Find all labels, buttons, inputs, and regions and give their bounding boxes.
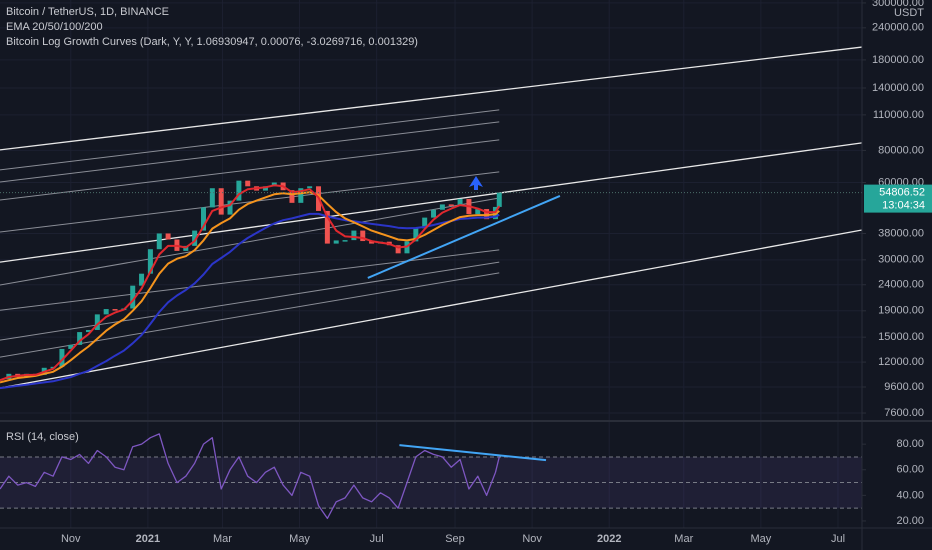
trend-line (0, 261, 500, 341)
candle (156, 233, 162, 250)
rsi-line (0, 433, 500, 520)
trend-line (0, 272, 500, 358)
candle (298, 188, 304, 203)
candle (289, 190, 295, 203)
candle (130, 285, 136, 309)
candle (227, 200, 233, 215)
y-tick-label: 60.00 (896, 464, 924, 476)
x-tick-label: Mar (674, 533, 693, 545)
candle (59, 348, 65, 367)
x-tick-label: Nov (61, 533, 81, 545)
y-tick-label: 15000.00 (878, 331, 924, 343)
candle (496, 192, 502, 207)
countdown-label: 13:04:34 (882, 200, 925, 212)
candle (94, 314, 100, 330)
trend-line (0, 171, 500, 233)
x-tick-label: Mar (213, 533, 232, 545)
candle (262, 186, 268, 191)
candle (192, 230, 198, 246)
y-tick-label: 20.00 (896, 515, 924, 527)
last-price-label: 54806.52 (879, 187, 925, 199)
last-price-box (864, 184, 932, 213)
y-tick-label: 80000.00 (878, 144, 924, 156)
y-tick-label: 300000.00 (872, 0, 924, 9)
indicator-ema: EMA 20/50/100/200 (6, 21, 103, 33)
candle (360, 230, 366, 242)
candle (218, 188, 224, 215)
trend-line (0, 197, 500, 286)
candle (475, 209, 481, 215)
grid (0, 0, 862, 528)
x-tick-label: 2021 (136, 533, 160, 545)
y-tick-label: 9600.00 (884, 381, 924, 393)
candle (413, 228, 419, 242)
candle (324, 210, 330, 244)
candle (68, 344, 74, 349)
y-tick-label: 12000.00 (878, 356, 924, 368)
candle (395, 245, 401, 254)
x-tick-label: 2022 (597, 533, 621, 545)
candle (457, 198, 463, 206)
indicator-curves: Bitcoin Log Growth Curves (Dark, Y, Y, 1… (6, 36, 418, 48)
candle (342, 240, 348, 242)
y-tick-label: 30000.00 (878, 254, 924, 266)
candle (431, 209, 437, 218)
plot (0, 46, 863, 520)
trend-line (0, 46, 863, 151)
candle (209, 188, 215, 208)
y-tick-label: 180000.00 (872, 54, 924, 66)
rsi-title: RSI (14, close) (6, 431, 79, 443)
symbol-title: Bitcoin / TetherUS, 1D, BINANCE (6, 6, 169, 18)
trend-line (399, 444, 547, 462)
y-tick-label: 140000.00 (872, 82, 924, 94)
x-tick-label: Jul (370, 533, 384, 545)
candle (351, 230, 357, 241)
candle (165, 233, 171, 240)
candle (147, 249, 153, 274)
candle (200, 207, 206, 231)
currency: USDT (894, 7, 924, 19)
x-tick-label: Nov (522, 533, 542, 545)
candle (103, 309, 109, 315)
y-tick-label: 24000.00 (878, 279, 924, 291)
candle (77, 332, 83, 345)
x-tick-label: Sep (445, 533, 465, 545)
trend-line (0, 109, 500, 171)
y-tick-label: 38000.00 (878, 227, 924, 239)
candle (112, 309, 118, 311)
y-tick-label: 240000.00 (872, 22, 924, 34)
y-tick-label: 19000.00 (878, 305, 924, 317)
trend-line (0, 229, 863, 389)
trend-line (0, 249, 500, 311)
y-tick-label: 40.00 (896, 489, 924, 501)
trend-line (0, 142, 863, 263)
x-tick-label: May (289, 533, 310, 545)
candle (139, 273, 145, 286)
candle (369, 241, 375, 244)
trend-line (0, 121, 500, 183)
candle (448, 204, 454, 206)
y-tick-label: 110000.00 (873, 109, 924, 121)
arrow-icon (469, 176, 483, 190)
ema-line (0, 191, 500, 384)
trend-line (367, 195, 561, 279)
candle (236, 180, 242, 201)
y-tick-label: 80.00 (896, 438, 924, 450)
ema-line (0, 184, 501, 382)
ema-line (0, 212, 500, 390)
axes: Nov 2021 Mar May Jul Sep Nov 2022 Mar May Jul 30000… (61, 0, 932, 545)
y-tick-label: 7600.00 (884, 407, 924, 419)
candle (439, 204, 445, 210)
x-tick-label: Jul (831, 533, 845, 545)
candle (333, 240, 339, 244)
candle (422, 217, 428, 229)
candle (85, 329, 91, 333)
candle (307, 186, 313, 189)
x-tick-label: May (750, 533, 771, 545)
trend-line (0, 139, 500, 201)
candle (245, 180, 251, 187)
